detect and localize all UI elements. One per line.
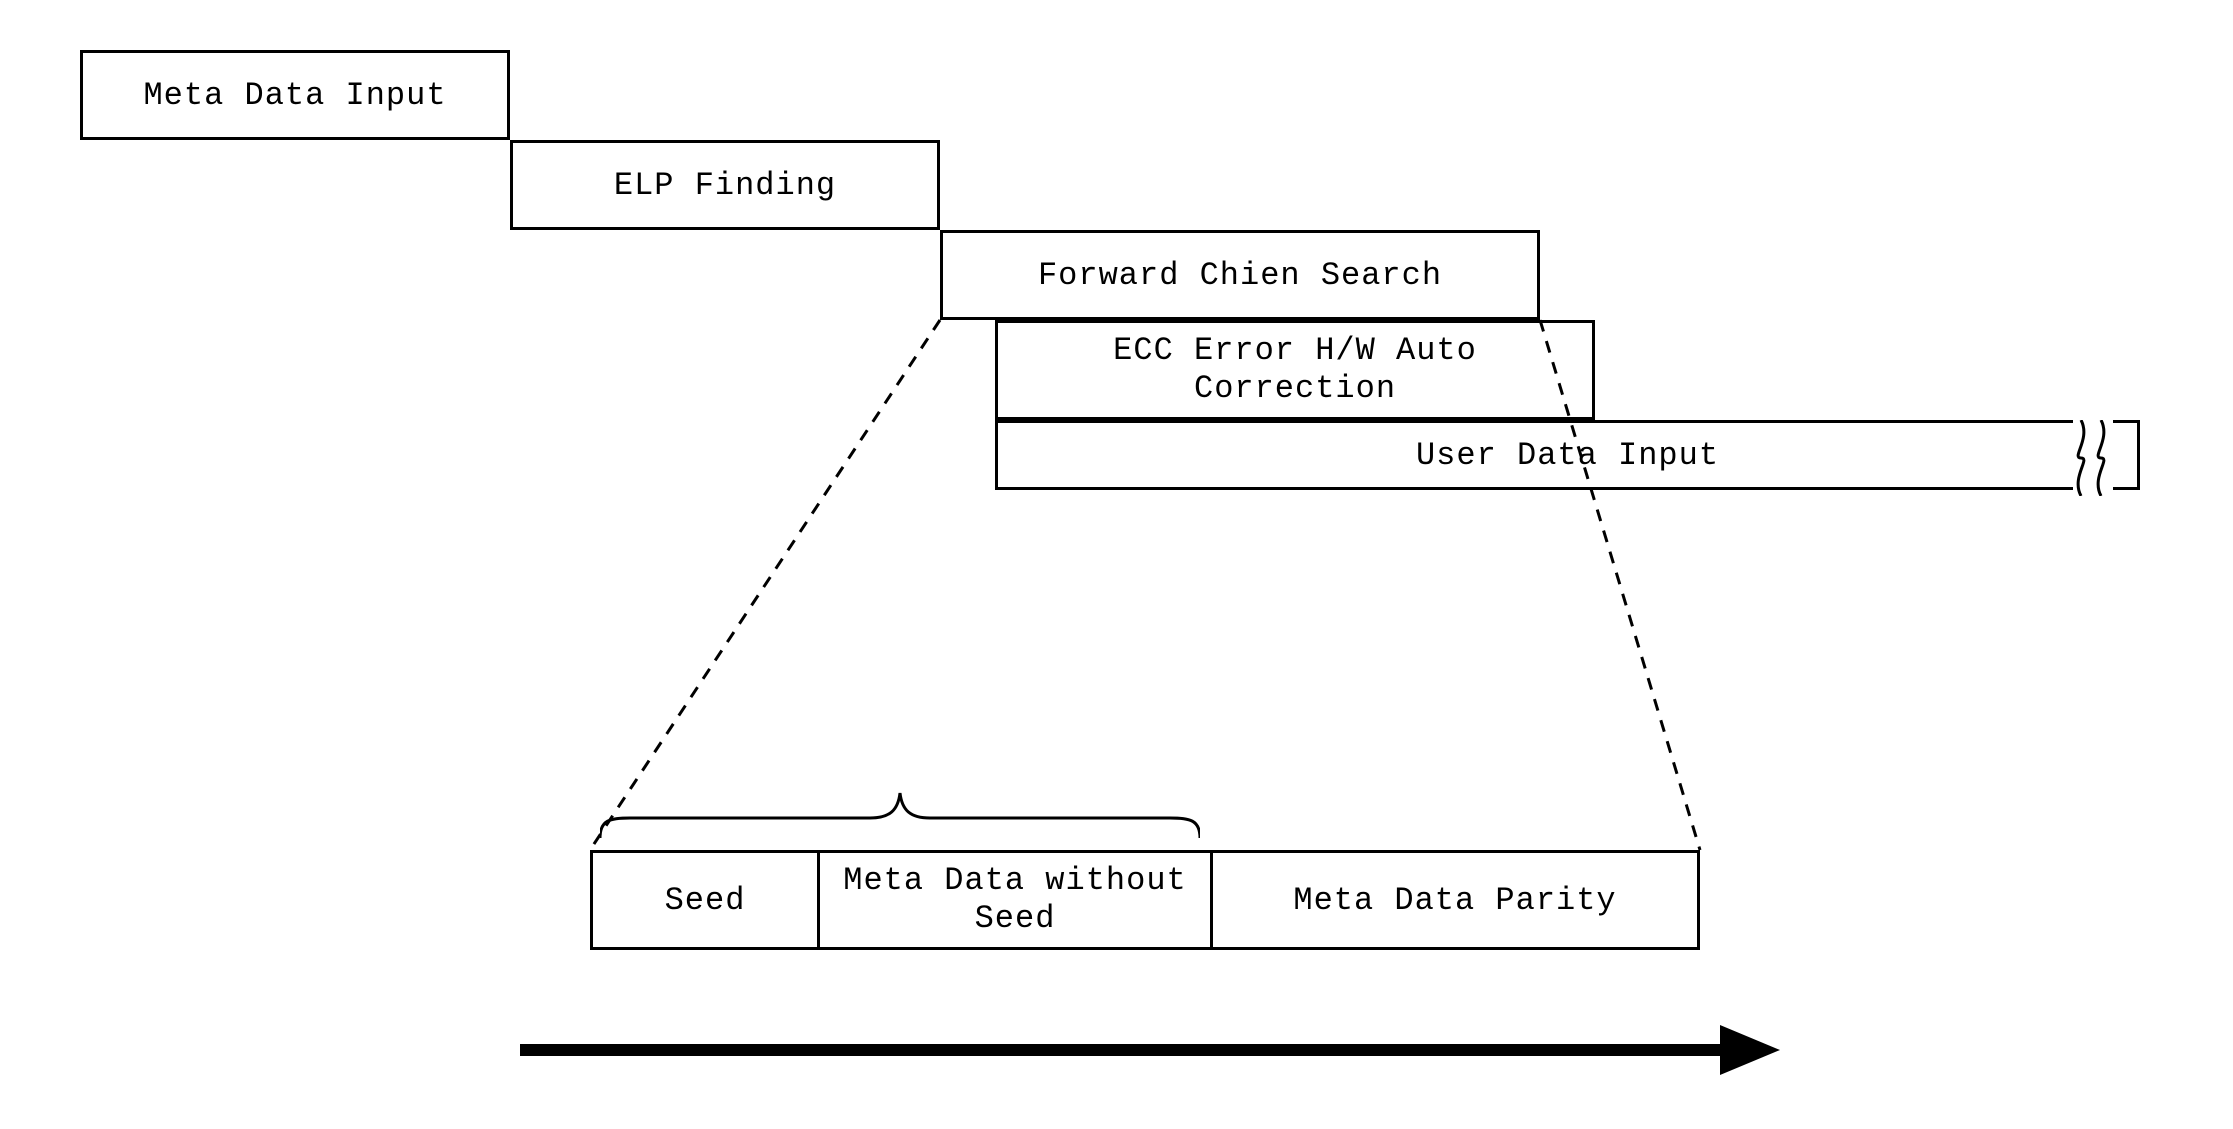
label-user-data-input: User Data Input — [1416, 437, 1719, 474]
box-forward-chien: Forward Chien Search — [940, 230, 1540, 320]
box-meta-no-seed: Meta Data without Seed — [817, 850, 1213, 950]
label-meta-no-seed-l1: Meta Data without — [843, 862, 1186, 900]
label-ecc-error-l1: ECC Error H/W Auto — [1113, 332, 1477, 370]
box-user-data-input: User Data Input — [995, 420, 2140, 490]
label-meta-data-input: Meta Data Input — [143, 77, 446, 114]
dashed-line-left — [590, 320, 940, 850]
diagram-stage: Meta Data Input ELP Finding Forward Chie… — [0, 0, 2233, 1129]
box-elp-finding: ELP Finding — [510, 140, 940, 230]
label-meta-parity: Meta Data Parity — [1293, 882, 1616, 919]
label-seed: Seed — [665, 882, 746, 919]
time-arrow-icon — [0, 0, 2233, 1129]
box-seed: Seed — [590, 850, 820, 950]
box-meta-parity: Meta Data Parity — [1210, 850, 1700, 950]
label-ecc-error-l2: Correction — [1194, 370, 1396, 408]
label-forward-chien: Forward Chien Search — [1038, 257, 1442, 294]
box-meta-data-input: Meta Data Input — [80, 50, 510, 140]
label-elp-finding: ELP Finding — [614, 167, 836, 204]
dashed-lines-svg — [0, 0, 2233, 1129]
break-mark-icon — [2073, 420, 2113, 496]
label-meta-no-seed-l2: Seed — [975, 900, 1056, 938]
box-ecc-error: ECC Error H/W Auto Correction — [995, 320, 1595, 420]
brace-icon — [600, 790, 1200, 840]
